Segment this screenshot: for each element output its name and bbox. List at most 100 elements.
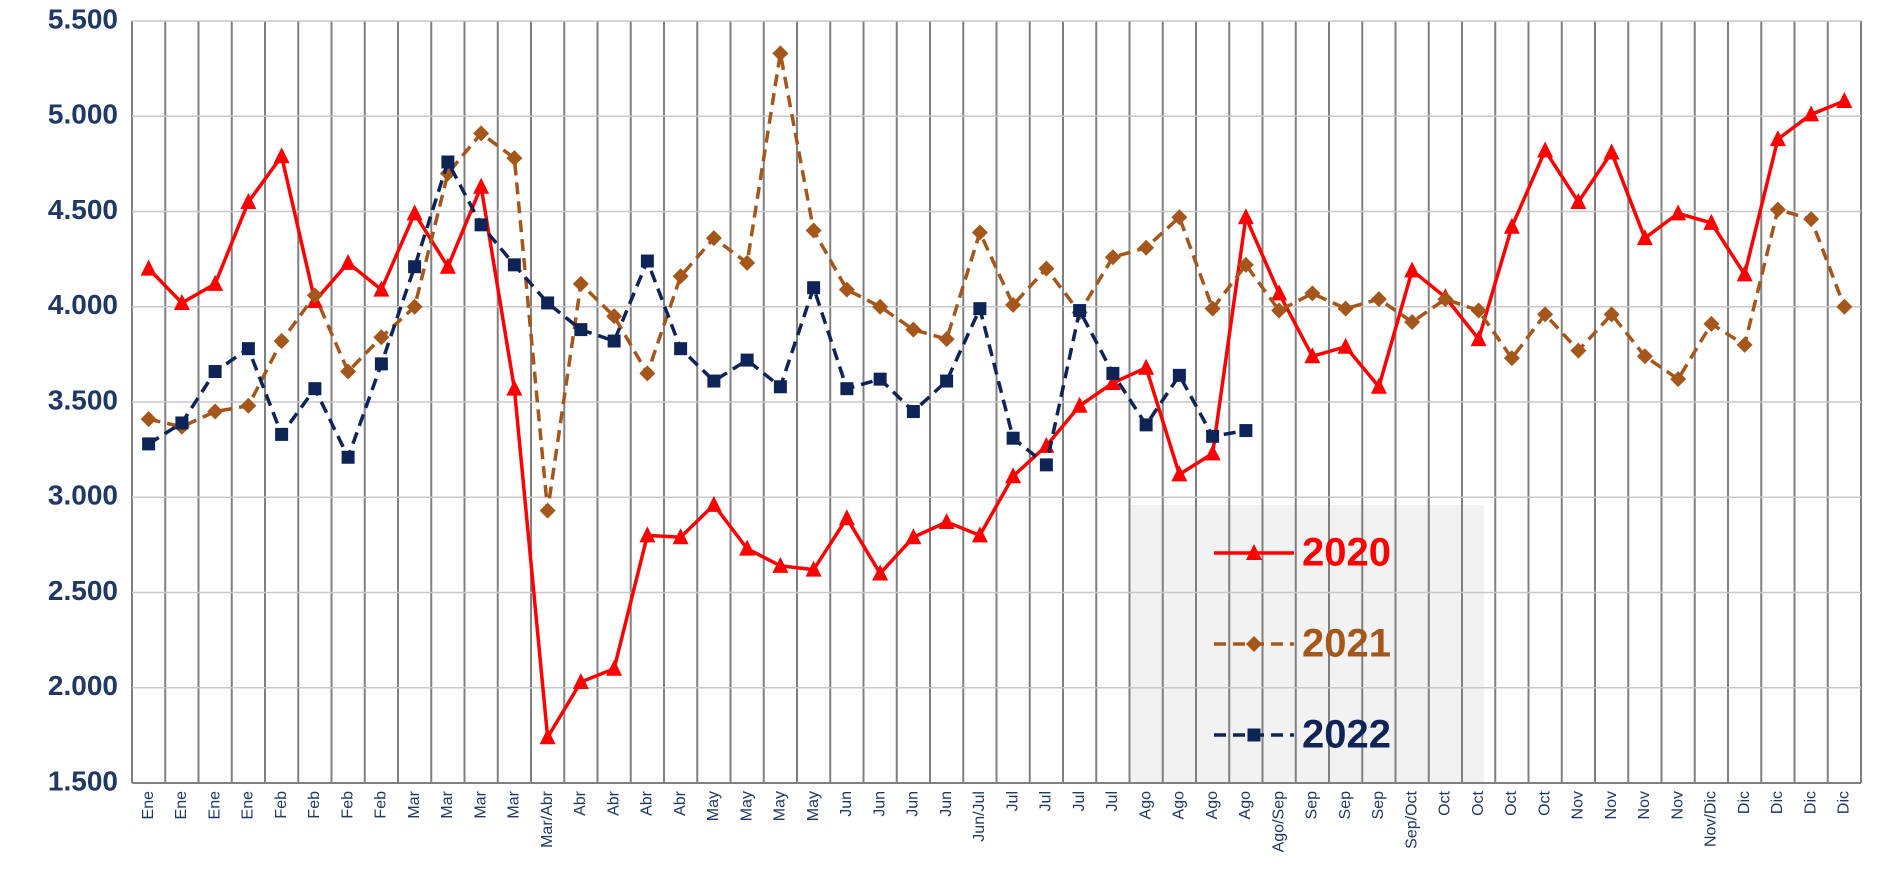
data-point [707,374,721,388]
x-tick-label: Abr [572,790,589,816]
x-tick-label: Nov [1570,791,1587,819]
data-point [340,363,357,380]
data-point [772,556,789,573]
data-point [1803,211,1820,228]
y-tick-label: 2.500 [48,575,118,606]
data-point [1370,291,1387,308]
data-point [805,560,822,577]
data-point [1636,348,1653,365]
y-tick-label: 1.500 [48,765,118,796]
data-point [873,372,887,386]
data-point [439,257,456,274]
data-point [175,416,189,430]
data-point [1071,396,1088,413]
x-tick-label: Jul [1071,791,1088,811]
x-tick-label: Jun [838,791,855,817]
data-point [1404,261,1421,278]
data-point [1204,300,1221,317]
data-point [240,192,257,209]
x-tick-label: Ago [1171,791,1188,820]
data-point [374,357,388,371]
x-tick-label: Dic [1802,791,1819,814]
legend-marker [1246,544,1262,560]
data-point [140,411,157,428]
data-point [740,353,754,367]
data-point [1370,377,1387,394]
data-point [1603,306,1620,323]
data-point [1138,239,1155,256]
data-point [1404,313,1421,330]
data-point [840,382,854,396]
data-point [539,728,556,745]
data-point [607,334,621,348]
data-point [275,427,289,441]
legend-marker [1247,728,1261,742]
data-point [1470,302,1487,319]
x-tick-label: May [772,791,789,821]
data-point [1039,458,1053,472]
x-tick-label: Nov [1603,791,1620,819]
data-point [973,302,987,316]
data-point [173,293,190,310]
data-point [1803,105,1820,122]
data-point [473,177,490,194]
x-tick-label: Sep [1370,791,1387,820]
data-point [905,321,922,338]
data-point [572,275,589,292]
legend-label: 2022 [1302,713,1391,757]
x-tick-label: Nov [1636,791,1653,819]
data-point [1139,418,1153,432]
x-tick-label: Jun [905,791,922,817]
data-point [406,298,423,315]
data-point [705,495,722,512]
x-tick-label: Feb [306,791,323,819]
x-tick-label: Ago/Sep [1270,791,1287,852]
data-point [541,296,555,310]
data-point [1703,213,1720,230]
x-tick-label: Nov [1669,791,1686,819]
data-point [905,528,922,545]
data-point [772,45,789,62]
data-point [672,268,689,285]
data-point [207,403,224,420]
data-point [705,230,722,247]
data-point [838,281,855,298]
data-point [1005,467,1022,484]
data-point [1337,337,1354,354]
x-tick-label: Ene [240,791,257,820]
data-point [1437,291,1454,308]
x-tick-label: Oct [1437,790,1454,815]
x-tick-label: Feb [273,791,290,819]
x-tick-label: Mar [506,790,523,818]
data-point [606,308,623,325]
x-tick-label: Mar [439,790,456,818]
data-point [940,374,954,388]
data-point [938,331,955,348]
x-tick-label: Sep [1337,791,1354,820]
legend-marker [1246,636,1262,652]
x-tick-label: Jul [1038,791,1055,811]
data-point [1239,424,1253,438]
data-point [142,437,156,451]
data-point [473,125,490,142]
x-tick-label: Dic [1736,791,1753,814]
data-point [1138,358,1155,375]
data-point [639,365,656,382]
data-point [640,254,654,268]
x-tick-label: Jul [1104,791,1121,811]
data-point [674,342,688,356]
x-tick-label: Nov/Dic [1703,791,1720,847]
x-tick-label: Oct [1470,790,1487,815]
data-point [208,365,222,379]
data-point [1006,431,1020,445]
x-tick-label: Dic [1769,791,1786,814]
data-point [1038,260,1055,277]
data-point [1570,192,1587,209]
data-point [539,502,556,519]
data-point [240,397,257,414]
data-point [1237,256,1254,273]
data-point [273,333,290,350]
data-point [971,526,988,543]
data-point [408,260,422,274]
